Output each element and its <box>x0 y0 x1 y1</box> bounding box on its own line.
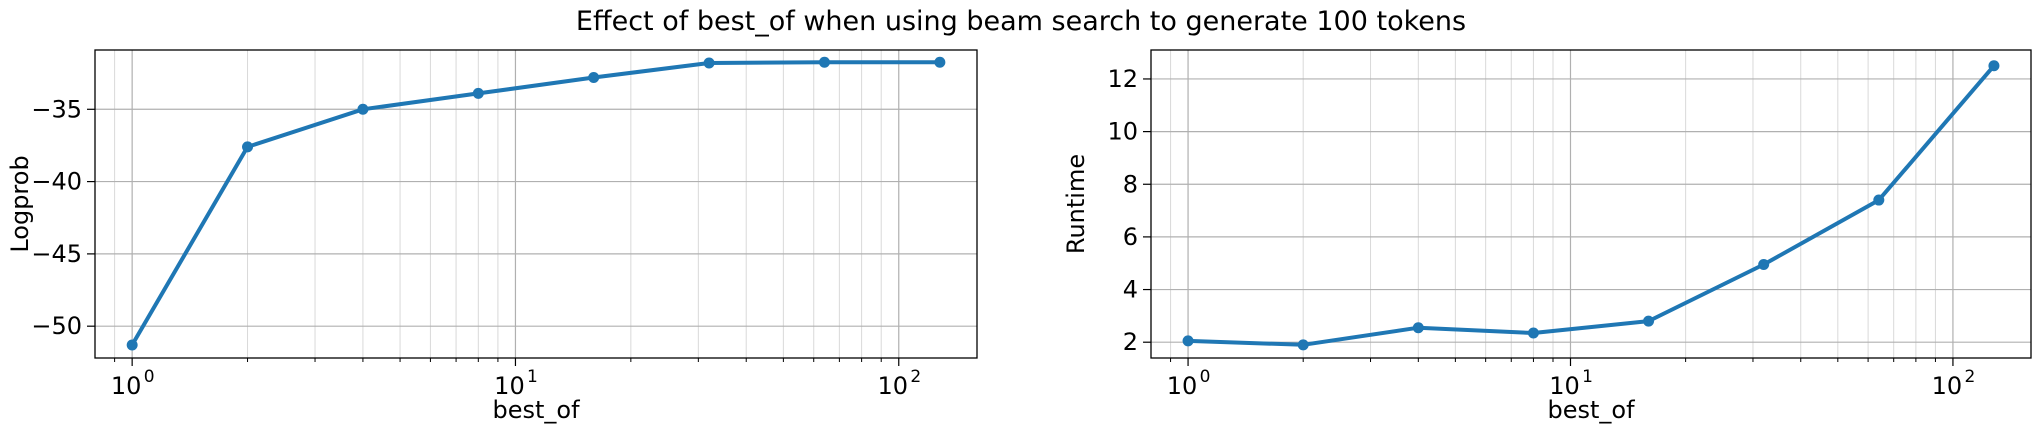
figure-title: Effect of best_of when using beam search… <box>576 6 1466 37</box>
runtime-y-tick-label: 12 <box>1107 65 1138 93</box>
runtime-data-point <box>1873 194 1885 206</box>
logprob-data-point <box>703 57 715 69</box>
logprob-data-point <box>126 339 138 351</box>
runtime-x-tick-exponent: 2 <box>1965 367 1976 387</box>
logprob-y-tick-label: −35 <box>31 95 82 123</box>
runtime-series-line <box>1188 64 1996 347</box>
runtime-y-tick-label: 2 <box>1123 328 1138 356</box>
runtime-x-tick-label: 10 <box>1167 372 1198 400</box>
runtime-y-tick-label: 4 <box>1123 276 1138 304</box>
logprob-series-line <box>130 60 940 347</box>
runtime-data-point <box>1527 327 1539 339</box>
logprob-y-tick-label: −50 <box>31 312 82 340</box>
logprob-data-point <box>588 71 600 83</box>
runtime-x-tick-label: 10 <box>1549 372 1580 400</box>
logprob-data-point <box>357 103 369 115</box>
runtime-y-tick-label: 10 <box>1107 118 1138 146</box>
logprob-x-tick-exponent: 0 <box>144 367 155 387</box>
logprob-data-point <box>242 141 254 153</box>
logprob-axes-frame <box>94 49 978 359</box>
logprob-x-axis-label: best_of <box>492 396 580 424</box>
logprob-x-tick-label: 10 <box>877 372 908 400</box>
runtime-data-point <box>1758 259 1770 271</box>
runtime-x-axis-label: best_of <box>1547 396 1635 424</box>
runtime-y-tick-label: 8 <box>1123 170 1138 198</box>
runtime-y-tick-label: 6 <box>1123 223 1138 251</box>
logprob-grid <box>87 50 977 366</box>
logprob-data-point <box>934 56 946 68</box>
runtime-data-point <box>1412 322 1424 334</box>
runtime-x-tick-exponent: 1 <box>1582 367 1593 387</box>
runtime-data-point <box>1988 60 2000 72</box>
logprob-x-tick-exponent: 2 <box>910 367 921 387</box>
runtime-grid <box>1143 50 2031 366</box>
logprob-data-point <box>472 87 484 99</box>
runtime-y-axis-label: Runtime <box>1062 154 1090 254</box>
runtime-axes-frame <box>1150 49 2032 359</box>
logprob-x-tick-exponent: 1 <box>527 367 538 387</box>
runtime-data-point <box>1182 335 1194 347</box>
logprob-y-tick-label: −40 <box>31 168 82 196</box>
runtime-data-point <box>1643 315 1655 327</box>
runtime-x-tick-label: 10 <box>1932 372 1963 400</box>
logprob-x-tick-label: 10 <box>494 372 525 400</box>
runtime-data-point <box>1297 339 1309 351</box>
runtime-x-tick-exponent: 0 <box>1200 367 1211 387</box>
logprob-x-tick-label: 10 <box>111 372 142 400</box>
logprob-y-axis-label: Logprob <box>6 155 34 252</box>
logprob-y-tick-label: −45 <box>31 240 82 268</box>
logprob-data-point <box>818 56 830 68</box>
